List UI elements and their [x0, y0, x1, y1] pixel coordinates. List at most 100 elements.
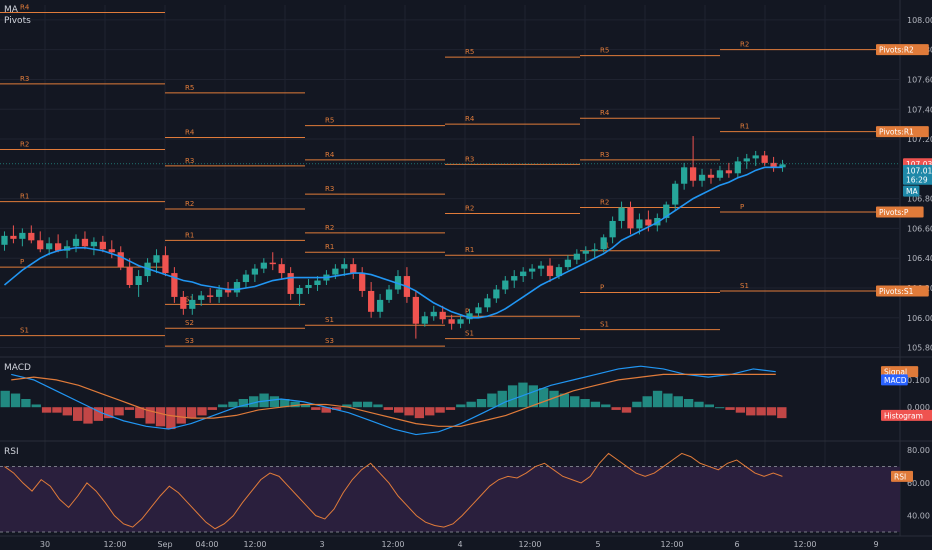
macd-hist-bar [300, 404, 311, 408]
macd-hist-bar [394, 407, 404, 413]
macd-hist-bar [197, 407, 207, 416]
macd-hist-bar [466, 401, 476, 408]
pivot-label: S3 [185, 337, 194, 345]
candle-body [770, 162, 777, 168]
candle-body [189, 299, 196, 309]
macd-hist-bar [352, 401, 362, 408]
macd-hist-bar [259, 393, 269, 408]
legend-pivots[interactable]: Pivots [4, 16, 31, 26]
macd-hist-bar [207, 407, 217, 410]
candle-body [350, 264, 357, 274]
pivot-label: R1 [185, 231, 194, 239]
candle-body [198, 295, 205, 300]
macd-hist-bar [414, 407, 425, 419]
price-tick-label: 106.400 [907, 254, 932, 263]
time-tick-label: 4 [457, 540, 462, 549]
axis-label-bg [903, 173, 932, 185]
macd-hist-bar [673, 396, 683, 408]
macd-hist-bar [621, 407, 632, 413]
candle-body [305, 285, 312, 288]
candle-body [385, 289, 393, 300]
candle-body [466, 313, 473, 320]
rsi-tick-label: 60.00 [907, 479, 930, 488]
macd-hist-bar [632, 401, 642, 408]
pivot-label: R1 [20, 193, 29, 201]
pivot-label: R5 [600, 47, 609, 55]
macd-hist-bar [652, 390, 663, 408]
candle-body [627, 207, 634, 229]
pivot-label: R4 [20, 3, 30, 11]
legend-ma[interactable]: MA [4, 5, 18, 15]
macd-hist-bar [756, 407, 766, 416]
candle-body [260, 262, 267, 269]
macd-hist-bar [570, 396, 580, 408]
candle-body [484, 298, 491, 308]
macd-hist-bar [21, 399, 31, 408]
price-tick-label: 108.000 [907, 16, 932, 25]
macd-hist-bar [704, 404, 715, 408]
candle-body [368, 290, 375, 312]
candle-body [108, 249, 115, 253]
axis-label-bg [876, 44, 929, 56]
pivot-label: S2 [185, 319, 194, 327]
time-tick-label: 30 [40, 540, 50, 549]
candle-body [672, 183, 679, 205]
candle-body [251, 268, 259, 275]
macd-hist-bar [777, 407, 787, 419]
macd-hist-bar [311, 407, 321, 410]
pivot-label: P [465, 307, 469, 315]
pivot-label: S1 [325, 316, 334, 324]
pivot-label: R5 [325, 117, 334, 125]
pivot-label: S3 [325, 337, 334, 345]
macd-hist-bar [445, 407, 456, 410]
macd-hist-bar [217, 404, 228, 408]
candle-body [636, 219, 643, 229]
macd-hist-bar [342, 404, 352, 408]
macd-hist-bar [487, 393, 497, 408]
legend-rsi[interactable]: RSI [4, 447, 19, 457]
pivot-label: P [740, 203, 744, 211]
legend-macd[interactable]: MACD [4, 363, 31, 373]
axis-label: MA [906, 187, 918, 196]
macd-hist-bar [238, 399, 249, 408]
candle-body [707, 174, 715, 178]
candle-body [448, 319, 455, 324]
macd-hist-bar [41, 407, 52, 413]
macd-hist-bar [362, 401, 373, 408]
candle-body [520, 271, 527, 277]
candle-body [126, 267, 133, 285]
candle-body [493, 289, 500, 299]
macd-hist-bar [10, 393, 21, 408]
axis-label: Pivots:R2 [879, 46, 914, 55]
candle-body [296, 287, 303, 294]
candle-body [215, 289, 223, 297]
macd-hist-bar [114, 407, 124, 416]
macd-hist-bar [373, 404, 383, 408]
candle-body [761, 155, 768, 163]
candle-body [135, 276, 142, 285]
axis-label: Pivots:R1 [879, 128, 914, 137]
candle-body [573, 253, 580, 260]
time-tick-label: 12:00 [518, 540, 541, 549]
pivot-label: R4 [600, 109, 610, 117]
macd-hist-bar [145, 407, 155, 424]
candle-body [546, 265, 554, 277]
candle-body [81, 238, 89, 247]
candle-body [698, 174, 706, 181]
price-tick-label: 107.600 [907, 75, 932, 84]
time-tick-label: 12:00 [381, 540, 404, 549]
macd-hist-bar [93, 407, 104, 421]
macd-hist-bar [135, 407, 145, 419]
rsi-line [4, 452, 783, 530]
macd-hist-bar [590, 401, 601, 408]
pivot-label: R4 [325, 151, 335, 159]
macd-hist-bar [497, 390, 507, 408]
rsi-tick-label: 40.00 [907, 512, 930, 521]
time-tick-label: 9 [873, 540, 878, 549]
axis-label: 107.010 [906, 166, 932, 175]
axis-label: Pivots:S1 [879, 287, 914, 296]
macd-hist-bar [725, 407, 735, 410]
pivot-label: R1 [465, 246, 474, 254]
